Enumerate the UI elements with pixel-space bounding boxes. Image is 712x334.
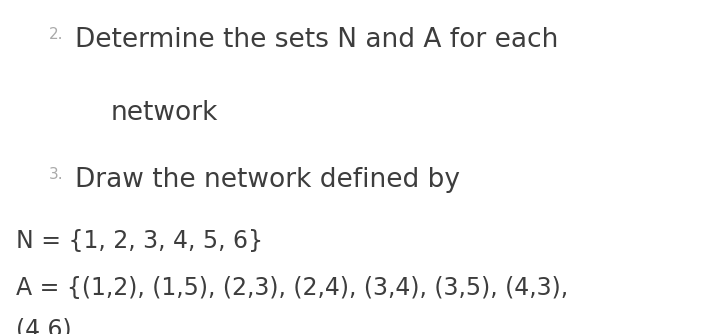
Text: Determine the sets N and A for each: Determine the sets N and A for each [75, 27, 558, 53]
Text: 2.: 2. [48, 27, 63, 42]
Text: A = {(1,2), (1,5), (2,3), (2,4), (3,4), (3,5), (4,3),: A = {(1,2), (1,5), (2,3), (2,4), (3,4), … [16, 276, 567, 300]
Text: (4,6),: (4,6), [16, 317, 78, 334]
Text: network: network [110, 100, 218, 126]
Text: Draw the network defined by: Draw the network defined by [75, 167, 460, 193]
Text: 3.: 3. [48, 167, 63, 182]
Text: N = {1, 2, 3, 4, 5, 6}: N = {1, 2, 3, 4, 5, 6} [16, 229, 263, 253]
